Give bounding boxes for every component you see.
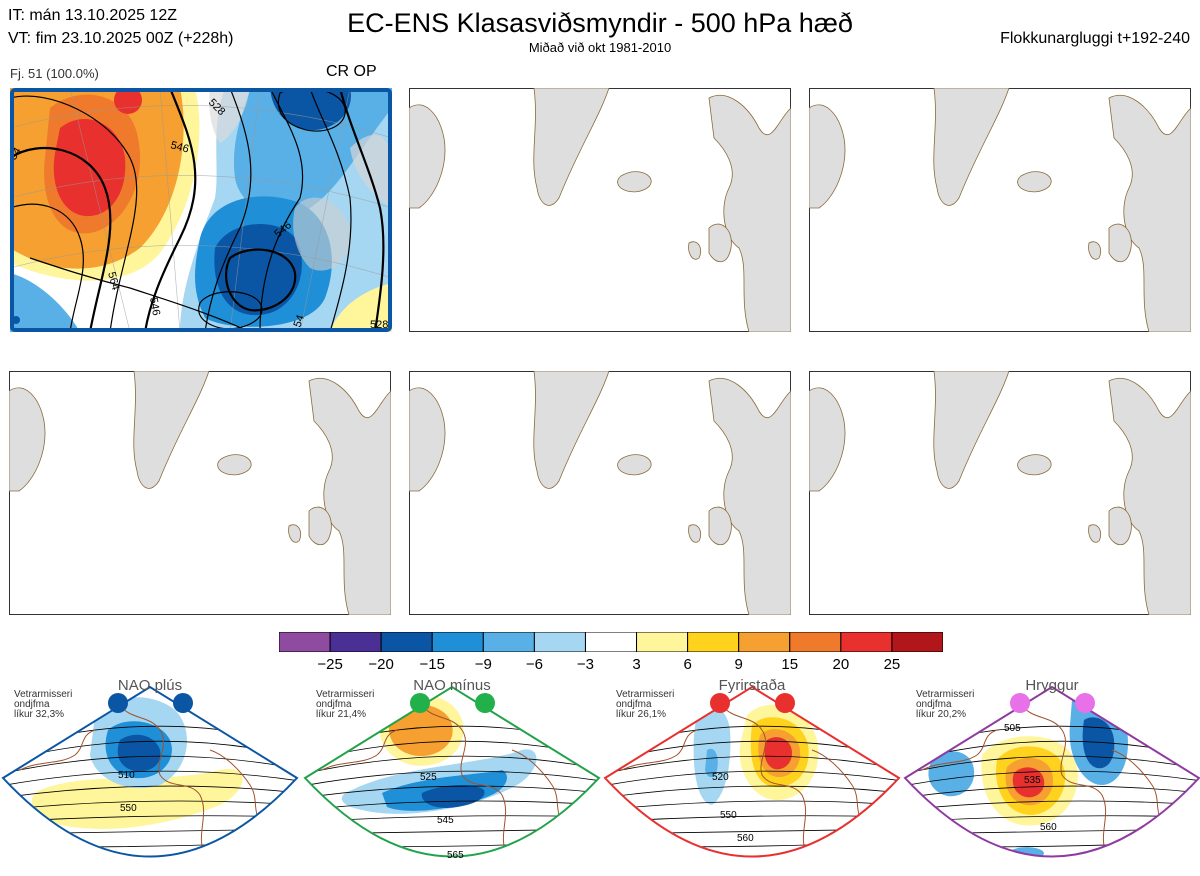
colorbar-tick-label: −15 xyxy=(419,656,445,673)
page-subtitle: Miðað við okt 1981-2010 xyxy=(528,40,672,55)
colorbar-tick-label: −6 xyxy=(525,656,543,673)
colorbar-tick-label: −9 xyxy=(474,656,492,673)
contour-label: 546 xyxy=(169,139,190,155)
regime-marker-dot xyxy=(108,693,128,713)
regime-marker-dot xyxy=(710,693,730,713)
colorbar-tick-label: 6 xyxy=(683,656,692,673)
regime-info: ondjfma xyxy=(916,699,952,710)
colorbar-tick-label: −20 xyxy=(368,656,394,673)
colorbar-swatch xyxy=(891,631,944,653)
colorbar-swatch xyxy=(789,631,842,653)
init-time: IT: mán 13.10.2025 12Z xyxy=(8,7,177,24)
cluster-map-4[interactable] xyxy=(9,371,391,615)
cluster-map-5[interactable] xyxy=(409,371,791,615)
regime-contour-label: 565 xyxy=(447,850,464,861)
colorbar-swatch xyxy=(533,631,586,653)
regime-marker-dot xyxy=(1075,693,1095,713)
colorbar-swatch xyxy=(329,631,382,653)
colorbar-swatch xyxy=(482,631,535,653)
cluster-map-2[interactable] xyxy=(409,88,791,332)
colorbar-tick-label: 25 xyxy=(883,656,901,673)
regime-marker-dot xyxy=(173,693,193,713)
colorbar-swatch xyxy=(687,631,740,653)
colorbar-swatch xyxy=(431,631,484,653)
colorbar xyxy=(278,631,944,653)
regime-contour-label: 535 xyxy=(1024,775,1041,786)
regime-name: Fyrirstaða xyxy=(719,677,786,694)
regime-marker-dot xyxy=(1010,693,1030,713)
cluster-map-6[interactable] xyxy=(809,371,1191,615)
classification-window: Flokkunargluggi t+192-240 xyxy=(1000,30,1190,47)
regime-info: ondjfma xyxy=(14,699,50,710)
colorbar-swatch xyxy=(380,631,433,653)
contour-label: 564 xyxy=(105,271,121,292)
regime-contour-label: 545 xyxy=(437,815,454,826)
regime-info: ondjfma xyxy=(616,699,652,710)
valid-time: VT: fim 23.10.2025 00Z (+228h) xyxy=(8,30,234,47)
regime-marker-dot xyxy=(775,693,795,713)
contour-label: 54 xyxy=(292,313,307,329)
colorbar-swatch xyxy=(636,631,689,653)
regime-info: ondjfma xyxy=(316,699,352,710)
colorbar-swatch xyxy=(840,631,893,653)
regime-name: NAO mínus xyxy=(413,677,491,694)
colorbar-tick-label: −3 xyxy=(576,656,595,673)
regime-contour-label: 510 xyxy=(118,770,135,781)
regime-info: Vetrarmisseri xyxy=(14,689,72,700)
regime-info: líkur 20,2% xyxy=(916,709,966,720)
colorbar-swatch xyxy=(278,631,331,653)
regime-name: Hryggur xyxy=(1025,677,1078,694)
cluster-tag: CR OP xyxy=(326,63,377,80)
regime-marker-dot xyxy=(475,693,495,713)
colorbar-tick-label: 9 xyxy=(734,656,743,673)
regime-info: líkur 26,1% xyxy=(616,709,666,720)
colorbar-tick-label: 3 xyxy=(632,656,641,673)
regime-panels: Vetrarmisseri ondjfma líkur 32,3% NAO plús 5… xyxy=(0,675,1200,871)
page-title: EC-ENS Klasasviðsmyndir - 500 hPa hæð xyxy=(347,8,853,38)
regime-info: líkur 21,4% xyxy=(316,709,366,720)
regime-info: Vetrarmisseri xyxy=(616,689,674,700)
regime-contour-label: 550 xyxy=(120,803,137,814)
colorbar-tick-label: −25 xyxy=(317,656,343,673)
regime-contour-label: 520 xyxy=(712,772,729,783)
regime-marker-dot xyxy=(410,693,430,713)
colorbar-tick-label: 20 xyxy=(832,656,850,673)
colorbar-swatch xyxy=(738,631,791,653)
contour-label: 546 xyxy=(147,296,162,316)
member-count-label: Fj. 51 (100.0%) xyxy=(10,66,99,81)
regime-contour-label: 560 xyxy=(1040,822,1057,833)
cluster-map-1[interactable]: 528 546 534 546 564 546 54 528 xyxy=(10,88,392,332)
regime-name: NAO plús xyxy=(118,677,182,694)
regime-contour-label: 505 xyxy=(1004,723,1021,734)
regime-contour-label: 560 xyxy=(737,833,754,844)
cluster-map-3[interactable] xyxy=(809,88,1191,332)
colorbar-tick-label: 15 xyxy=(781,656,799,673)
regime-info: Vetrarmisseri xyxy=(316,689,374,700)
regime-contour-label: 525 xyxy=(420,772,437,783)
regime-info: líkur 32,3% xyxy=(14,709,64,720)
colorbar-swatch xyxy=(584,631,638,653)
regime-info: Vetrarmisseri xyxy=(916,689,974,700)
regime-contour-label: 550 xyxy=(720,810,737,821)
